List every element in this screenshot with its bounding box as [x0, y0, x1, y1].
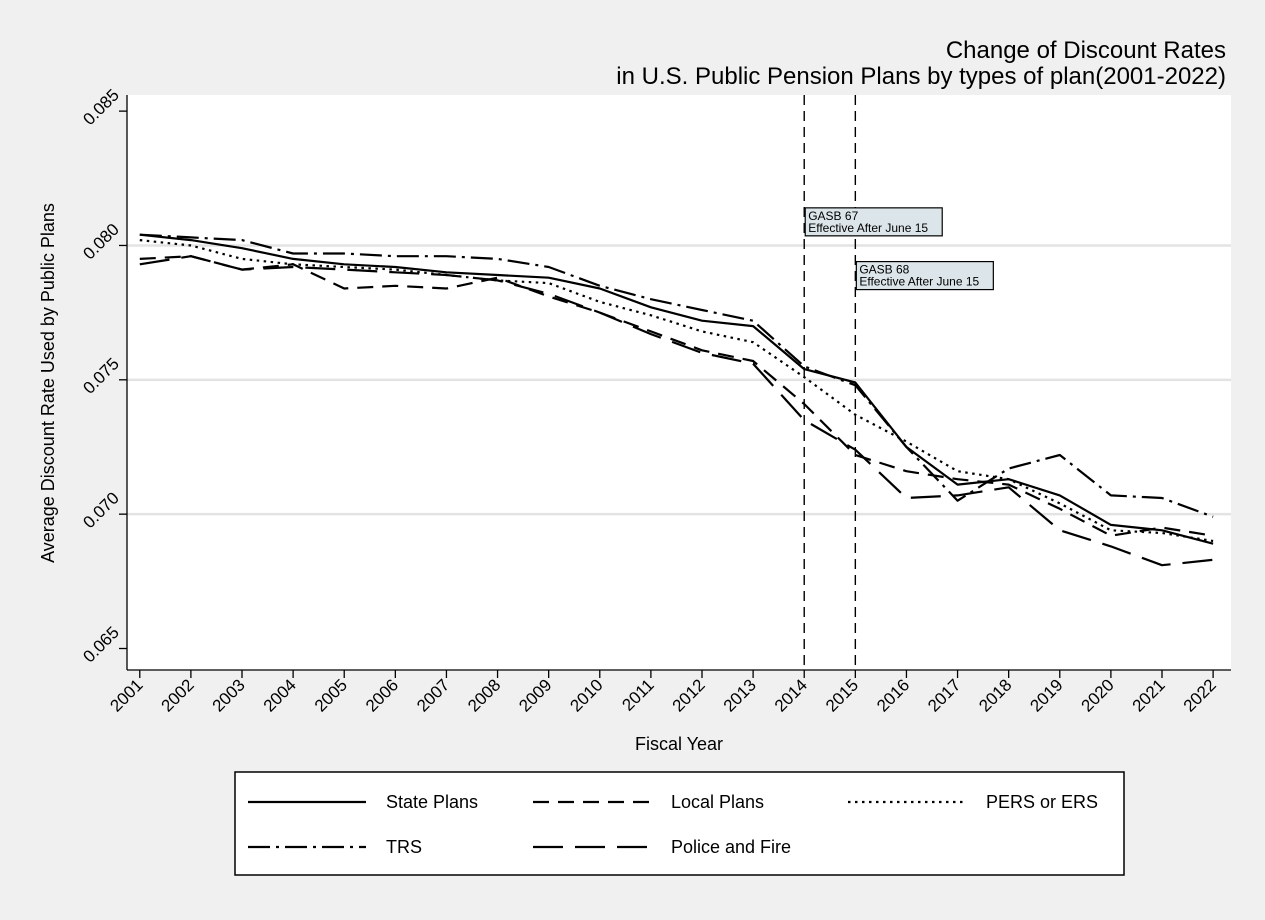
- legend-label: Local Plans: [671, 792, 764, 812]
- y-tick-label: 0.080: [79, 220, 123, 264]
- x-tick-label: 2020: [1078, 675, 1118, 715]
- series-lines: [139, 233, 1214, 567]
- y-tick-label: 0.075: [79, 354, 123, 398]
- x-tick-label: 2011: [618, 675, 657, 714]
- y-ticks: 0.065 0.070 0.075 0.080 0.085: [79, 85, 127, 666]
- legend: State Plans Local Plans PERS or ERS TRS Poli…: [234, 771, 1125, 876]
- x-tick-label: 2012: [669, 675, 709, 715]
- x-axis-label: Fiscal Year: [635, 734, 723, 754]
- y-tick-label: 0.070: [79, 489, 123, 533]
- x-tick-label: 2002: [158, 675, 198, 715]
- x-tick-label: 2019: [1026, 675, 1066, 715]
- x-tick-label: 2017: [924, 675, 964, 715]
- x-tick-label: 2015: [822, 675, 862, 715]
- series-line: [139, 239, 1214, 543]
- annotation-label: GASB 68: [859, 263, 909, 277]
- legend-label: Police and Fire: [671, 837, 791, 857]
- y-tick-label: 0.065: [79, 623, 123, 667]
- annotation-box: [855, 260, 994, 291]
- series-line: [139, 255, 1214, 537]
- chart-title-line-2: in U.S. Public Pension Plans by types of…: [616, 63, 1226, 90]
- x-ticks: 2001 2002 2003 2004 2005 2006 2007 2008 2009 2010…: [106, 670, 1220, 716]
- x-tick-label: 2016: [873, 675, 913, 715]
- plot-area: [127, 95, 1231, 670]
- x-tick-label: 2006: [362, 675, 402, 715]
- x-tick-label: 2021: [1129, 675, 1169, 715]
- y-axis-label: Average Discount Rate Used by Public Pla…: [38, 203, 58, 563]
- x-tick-label: 2009: [515, 675, 555, 715]
- annotation-label: Effective After June 15: [808, 221, 928, 235]
- x-tick-label: 2008: [464, 675, 504, 715]
- x-tick-label: 2014: [771, 675, 811, 715]
- legend-box: [234, 771, 1125, 876]
- x-tick-label: 2001: [106, 675, 146, 715]
- x-tick-label: 2018: [975, 675, 1015, 715]
- chart-title-line-1: Change of Discount Rates: [946, 37, 1226, 64]
- y-tick-label: 0.085: [79, 85, 123, 129]
- annotation-label: GASB 67: [808, 209, 858, 223]
- annotation-label: Effective After June 15: [859, 275, 979, 289]
- x-tick-label: 2013: [720, 675, 760, 715]
- legend-label: TRS: [386, 837, 422, 857]
- x-tick-label: 2007: [413, 675, 453, 715]
- legend-label: PERS or ERS: [986, 792, 1098, 812]
- x-tick-label: 2010: [566, 675, 606, 715]
- gridlines: [127, 244, 1231, 516]
- legend-label: State Plans: [386, 792, 478, 812]
- series-line: [139, 255, 1214, 567]
- x-tick-label: 2003: [209, 675, 249, 715]
- x-tick-label: 2004: [260, 675, 300, 715]
- annotation-box: [804, 207, 943, 237]
- series-line: [139, 233, 1214, 545]
- x-tick-label: 2022: [1180, 675, 1220, 715]
- x-tick-label: 2005: [311, 675, 351, 715]
